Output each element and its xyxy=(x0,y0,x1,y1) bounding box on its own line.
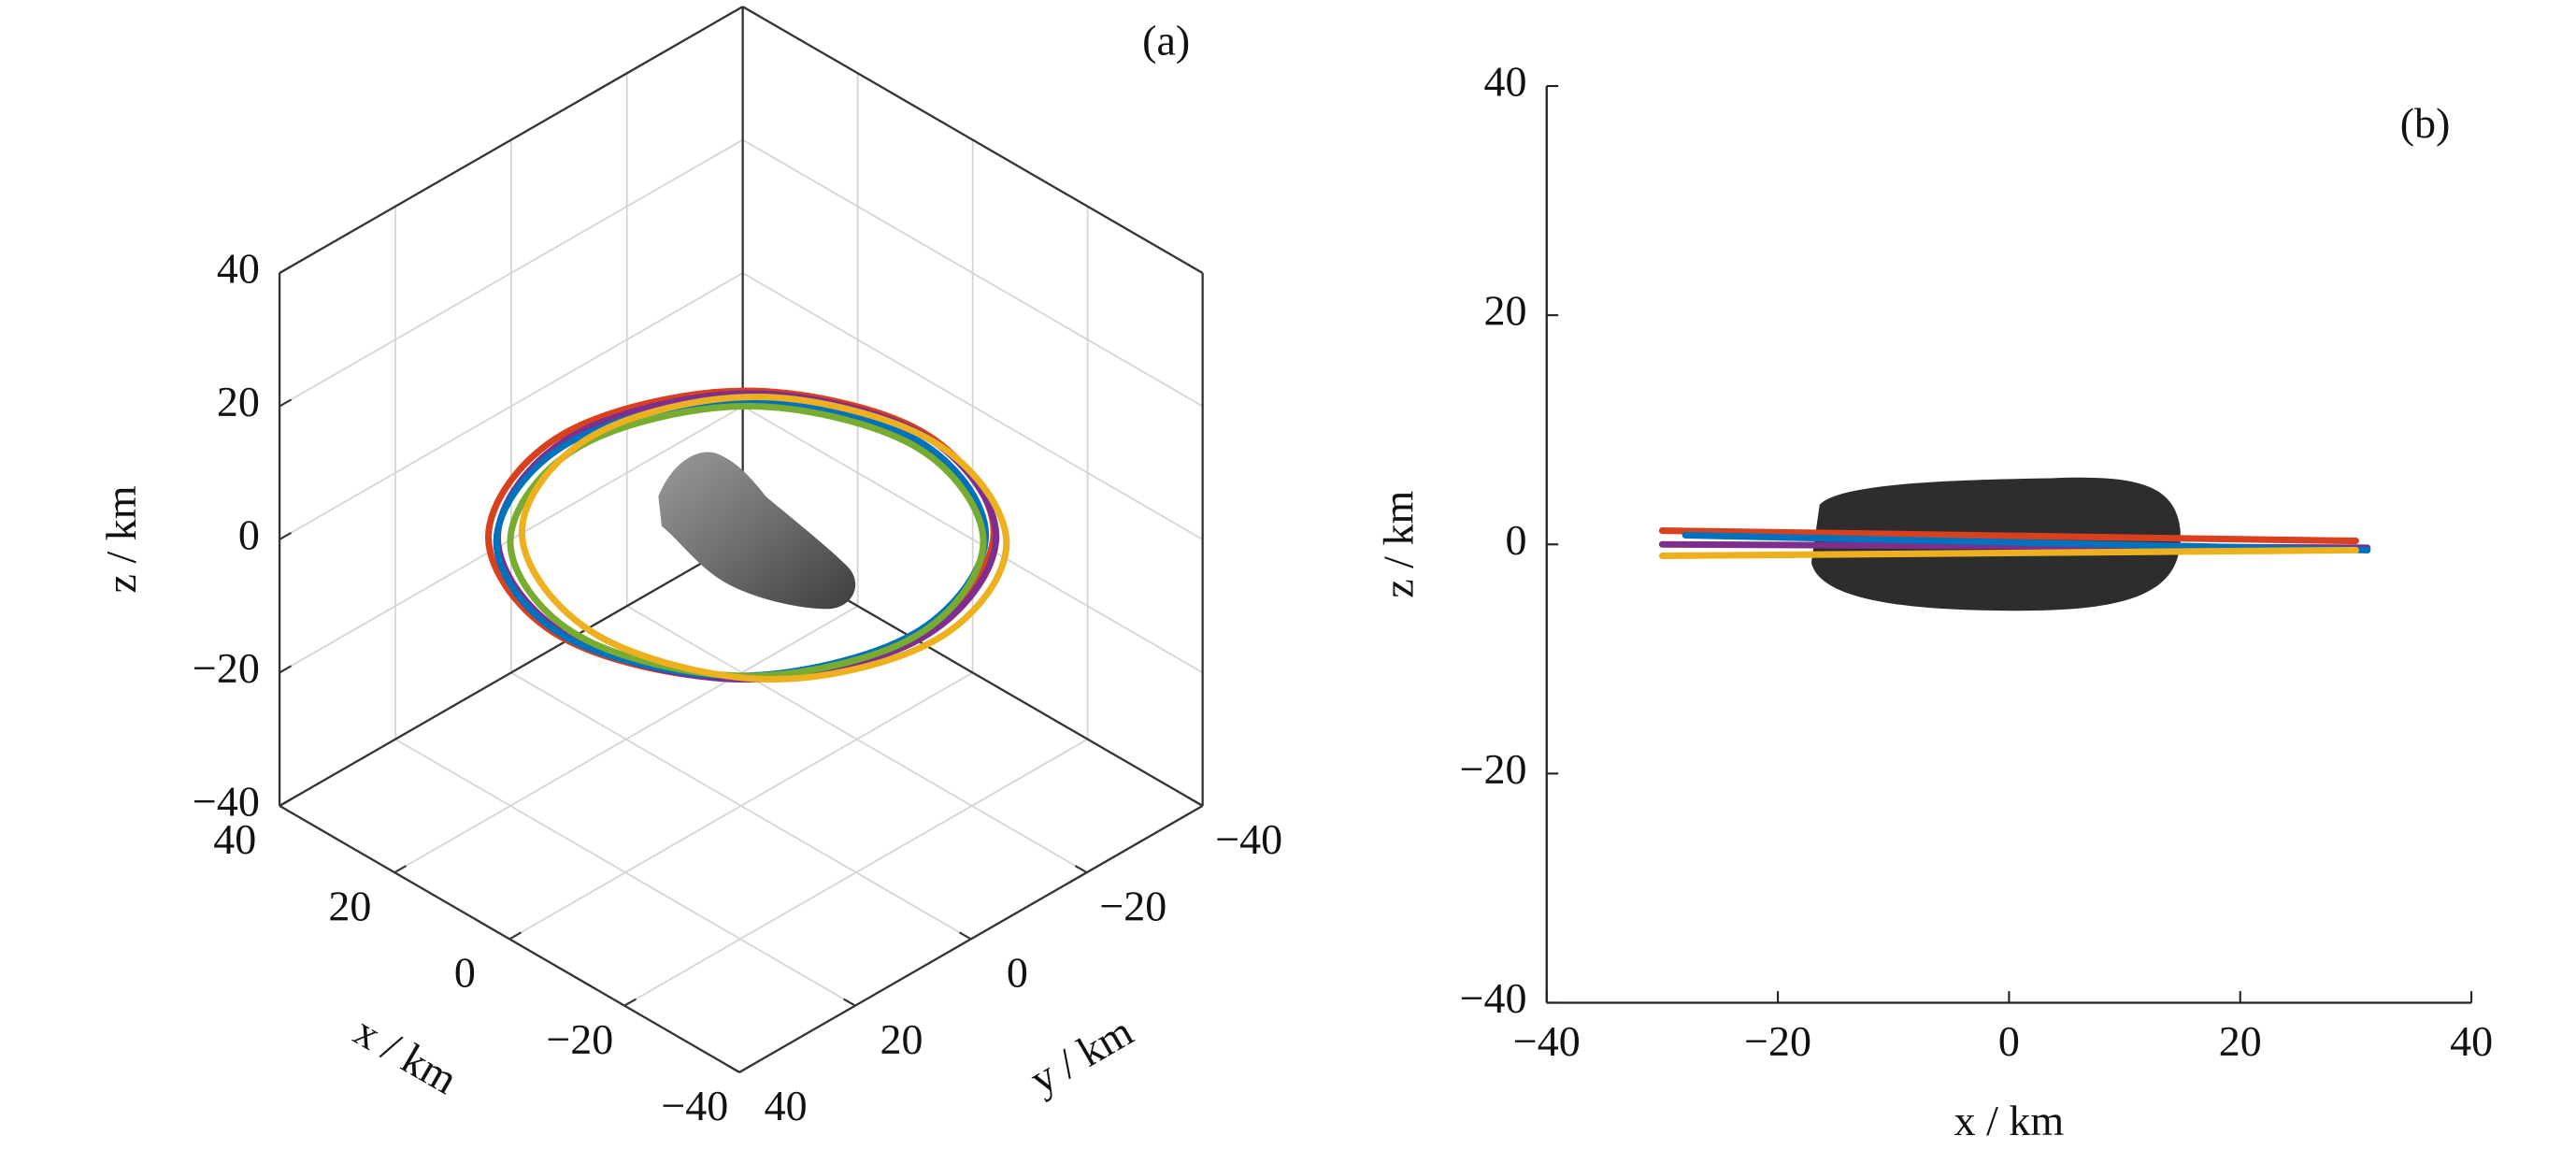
y-tick-label: −20 xyxy=(1099,882,1166,929)
tick-mark xyxy=(1074,865,1088,874)
grid-line xyxy=(623,738,1089,1007)
x-tick-label: −40 xyxy=(661,1082,728,1129)
axis-edge xyxy=(279,538,744,807)
z-tick-label: 40 xyxy=(217,245,260,293)
tick-mark xyxy=(738,1064,752,1073)
x-axis-label: x / km xyxy=(347,1007,466,1103)
tick-mark xyxy=(279,531,293,540)
y-tick-label: −40 xyxy=(1215,815,1282,863)
panel-label: (b) xyxy=(2400,99,2451,147)
y-tick-label: 40 xyxy=(1484,58,1527,106)
tick-mark xyxy=(279,798,293,807)
z-axis-label: z / km xyxy=(97,485,145,593)
tick-mark xyxy=(279,398,293,408)
grid-line xyxy=(508,671,974,941)
y-tick-label: 0 xyxy=(1007,949,1028,997)
tick-mark xyxy=(727,1064,740,1073)
x-tick-label: 0 xyxy=(1998,1017,2020,1065)
y-tick-label: 20 xyxy=(880,1015,923,1063)
y-tick-label: −40 xyxy=(1460,974,1527,1022)
x-tick-label: 40 xyxy=(2450,1017,2493,1065)
orbit-line xyxy=(1658,527,2359,545)
tick-mark xyxy=(623,998,637,1007)
orbit-line xyxy=(1658,546,2359,560)
x-tick-label: −20 xyxy=(1744,1017,1811,1065)
orbit xyxy=(518,393,1010,683)
x-tick-label: −20 xyxy=(546,1015,613,1063)
x-tick-label: 20 xyxy=(2219,1017,2262,1065)
z-tick-label: 20 xyxy=(217,378,260,425)
tick-mark xyxy=(279,266,293,274)
orbit-line xyxy=(1682,531,2371,553)
x-axis-label: x / km xyxy=(1954,1097,2065,1144)
tick-mark xyxy=(394,865,408,874)
axis-edge xyxy=(279,6,744,275)
tick-mark xyxy=(1190,798,1204,807)
tick-mark xyxy=(508,931,522,941)
y-tick-label: 0 xyxy=(1506,516,1527,564)
z-tick-label: −20 xyxy=(193,644,260,692)
y-tick-label: −20 xyxy=(1460,745,1527,793)
x-tick-label: 40 xyxy=(213,815,256,863)
y-tick-label: 20 xyxy=(1484,287,1527,335)
tick-mark xyxy=(279,665,293,674)
tick-mark xyxy=(958,931,972,941)
grid-line xyxy=(394,605,859,873)
x-tick-label: −40 xyxy=(1513,1017,1581,1065)
orbit xyxy=(507,402,987,680)
tick-mark xyxy=(843,998,856,1007)
y-axis-label: y / km xyxy=(1022,1007,1141,1103)
y-axis-label: z / km xyxy=(1374,491,1422,598)
x-tick-label: 0 xyxy=(454,949,476,997)
axis-edge xyxy=(742,6,1204,275)
panel-label: (a) xyxy=(1142,16,1190,64)
z-tick-label: −40 xyxy=(193,777,260,825)
x-tick-label: 20 xyxy=(328,882,371,929)
y-tick-label: 40 xyxy=(765,1082,808,1129)
asteroid-3d xyxy=(658,452,856,610)
z-tick-label: 0 xyxy=(238,511,260,559)
